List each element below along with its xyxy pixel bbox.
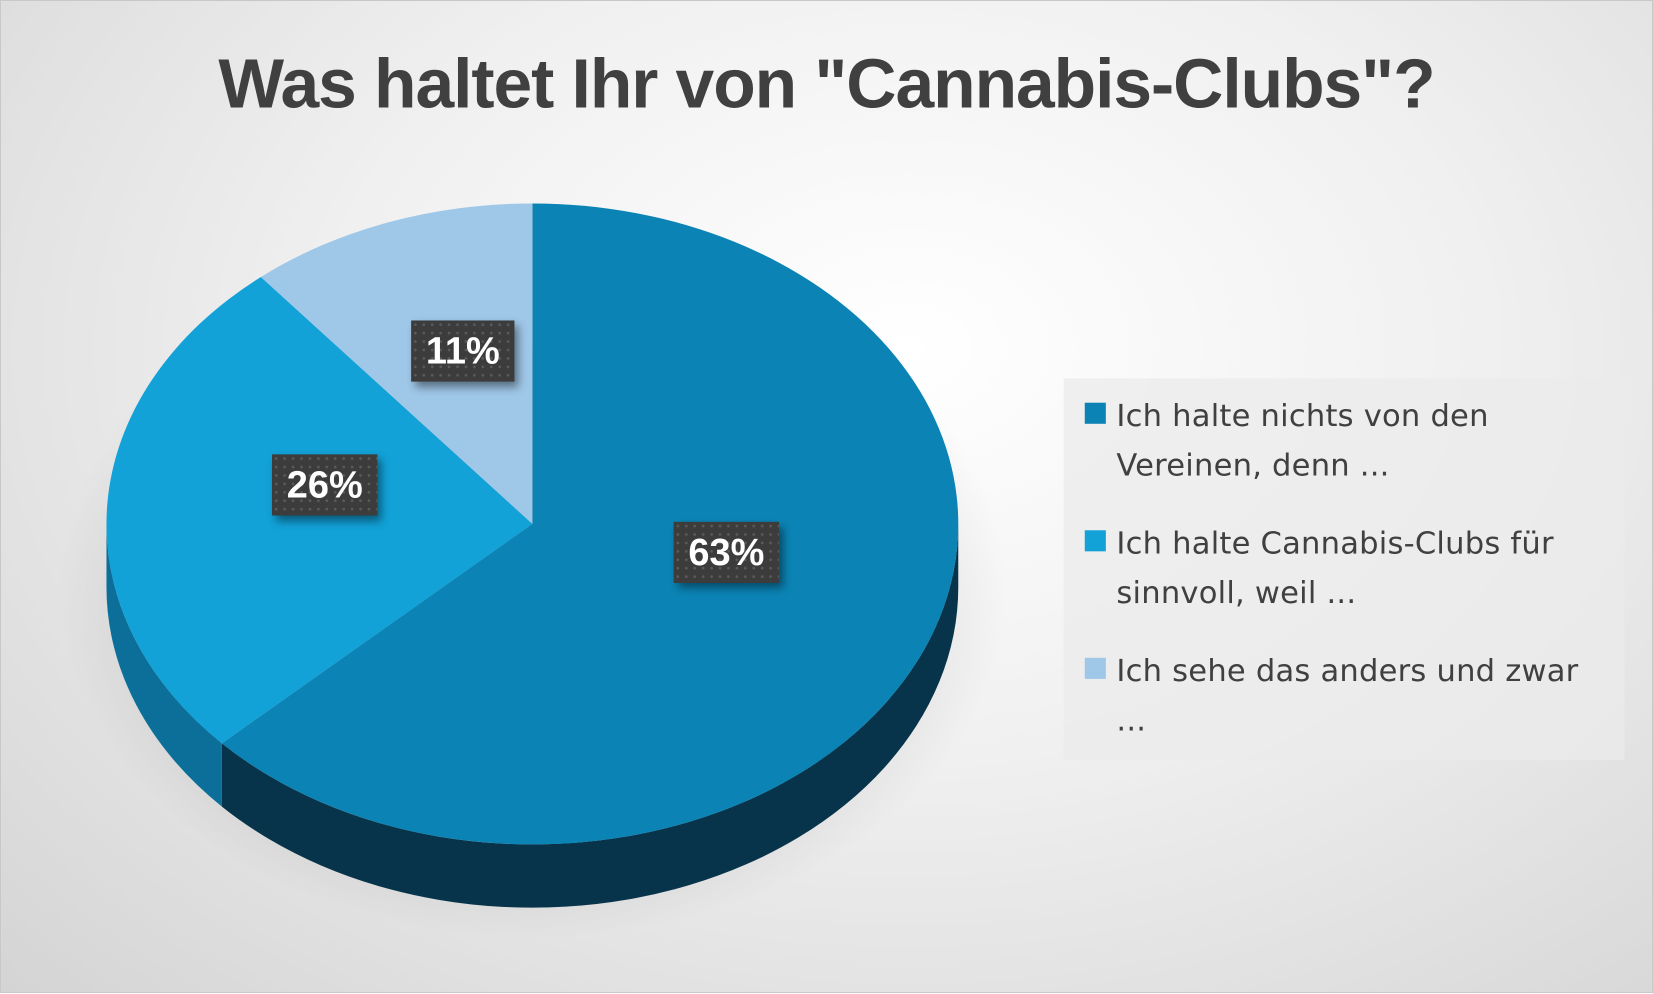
legend-item: Ich sehe das anders und zwar ...: [1084, 646, 1602, 745]
legend-item: Ich halte Cannabis-Clubs für sinnvoll, w…: [1084, 519, 1612, 618]
legend-label: Ich halte Cannabis-Clubs für sinnvoll, w…: [1116, 524, 1554, 611]
legend-swatch: [1084, 402, 1106, 424]
legend-label: Ich halte nichts von den Vereinen, denn …: [1116, 397, 1489, 483]
pie-slice-side: [106, 523, 222, 807]
legend-swatch: [1084, 530, 1106, 552]
legend-label: Ich sehe das anders und zwar ...: [1116, 652, 1579, 738]
legend: Ich halte nichts von den Vereinen, denn …: [1063, 378, 1625, 761]
legend-item: Ich halte nichts von den Vereinen, denn …: [1084, 391, 1612, 490]
data-label-11: 11%: [411, 320, 515, 382]
pie-slice-1: [221, 203, 959, 845]
legend-swatch: [1084, 657, 1106, 679]
chart-title: Was haltet Ihr von "Cannabis-Clubs"?: [218, 44, 1435, 123]
pie-slice-side: [221, 523, 959, 908]
data-label-63: 63%: [673, 521, 780, 583]
data-label-26: 26%: [271, 454, 378, 516]
pie-slice-3: [260, 203, 533, 524]
